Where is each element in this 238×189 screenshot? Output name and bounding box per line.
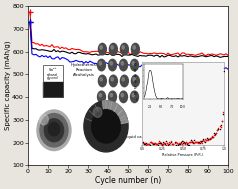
Text: Hydrothermal
Reaction
Alcoholysis: Hydrothermal Reaction Alcoholysis [70,63,97,77]
Text: Liquid capsule: Liquid capsule [94,129,152,139]
Y-axis label: Specific capacity (mAh/g): Specific capacity (mAh/g) [4,41,11,130]
X-axis label: Cycle number (n): Cycle number (n) [95,176,161,185]
